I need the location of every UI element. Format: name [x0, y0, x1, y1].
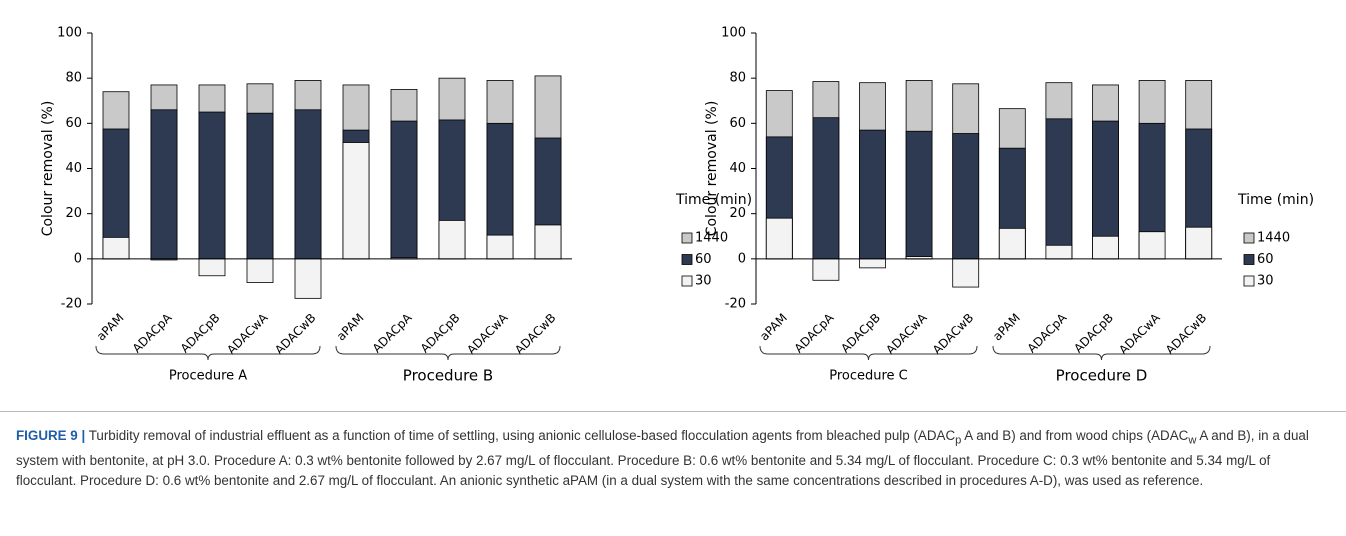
- x-tick-label: aPAM: [757, 311, 790, 344]
- legend-label: 60: [1257, 252, 1274, 267]
- bar: [1092, 235, 1119, 260]
- y-tick-label: 80: [65, 71, 82, 86]
- x-tick-label: aPAM: [94, 311, 127, 344]
- bar: [198, 258, 226, 277]
- bar: [390, 120, 418, 260]
- y-tick-label: 20: [729, 206, 746, 221]
- legend-swatch: [681, 232, 693, 244]
- bar: [952, 133, 980, 260]
- x-tick-label: ADACwA: [883, 310, 930, 357]
- x-tick-label: ADACwA: [224, 310, 271, 357]
- x-tick-label: ADACwB: [272, 311, 318, 357]
- bar: [438, 220, 466, 260]
- group-brace: [759, 345, 978, 361]
- y-tick-label: 60: [729, 116, 746, 131]
- legend-label: 1440: [695, 231, 728, 246]
- legend-label: 30: [695, 274, 712, 289]
- x-tick-label: ADACpB: [178, 311, 223, 356]
- legend-swatch: [1243, 254, 1255, 265]
- y-tick-label: 40: [729, 161, 746, 176]
- bar: [859, 129, 886, 260]
- x-tick-label: ADACwA: [1116, 310, 1163, 357]
- caption: FIGURE 9 | Turbidity removal of industri…: [16, 426, 1334, 490]
- caption-subscript: w: [1188, 434, 1197, 447]
- y-tick-label: 80: [729, 71, 746, 86]
- group-brace: [335, 345, 561, 361]
- x-tick-label: ADACwB: [1163, 311, 1209, 357]
- bar: [1138, 231, 1166, 260]
- legend-swatch: [681, 254, 693, 265]
- x-tick-label: aPAM: [990, 311, 1023, 344]
- caption-subscript: p: [955, 434, 962, 447]
- bar: [534, 224, 562, 260]
- group-label: Procedure B: [403, 367, 493, 385]
- bar: [952, 258, 980, 288]
- caption-text: Turbidity removal of industrial effluent…: [85, 428, 956, 443]
- legend-label: 30: [1257, 274, 1274, 289]
- bar: [1045, 244, 1073, 260]
- legend-title: Time (min): [1237, 192, 1314, 208]
- y-tick-label: 100: [57, 26, 82, 41]
- bar: [765, 217, 793, 260]
- legend-label: 60: [695, 252, 712, 267]
- group-label: Procedure C: [829, 369, 908, 384]
- caption-text: A and B), in a dual system with bentonit…: [16, 428, 1309, 488]
- group-brace: [95, 345, 321, 361]
- legend-swatch: [1243, 232, 1255, 244]
- x-tick-label: ADACpA: [130, 310, 175, 355]
- bar: [486, 234, 514, 260]
- group-label: Procedure D: [1056, 367, 1148, 385]
- bar: [342, 142, 370, 260]
- y-axis-title: Colour removal (%): [704, 101, 720, 237]
- x-tick-label: ADACwB: [512, 311, 558, 357]
- x-tick-label: ADACpA: [792, 310, 837, 355]
- y-tick-label: 0: [74, 251, 82, 266]
- bar: [1185, 226, 1213, 260]
- bar: [294, 109, 322, 260]
- bar: [294, 258, 322, 299]
- caption-text: A and B) and from wood chips (ADAC: [961, 428, 1189, 443]
- legend-title: Time (min): [675, 192, 752, 208]
- legend-swatch: [1243, 275, 1255, 287]
- legend-label: 1440: [1257, 231, 1290, 246]
- bar: [246, 112, 274, 260]
- divider: [0, 411, 1346, 412]
- x-tick-label: ADACpB: [418, 311, 463, 356]
- y-tick-label: 0: [738, 251, 746, 266]
- legend-swatch: [681, 275, 693, 287]
- bar: [150, 109, 178, 260]
- group-label: Procedure A: [169, 369, 247, 384]
- y-tick-label: 40: [65, 161, 82, 176]
- y-tick-label: -20: [61, 297, 82, 312]
- x-tick-label: ADACpA: [370, 310, 415, 355]
- bar: [859, 258, 886, 269]
- x-tick-label: ADACpB: [1071, 311, 1116, 356]
- x-tick-label: aPAM: [334, 311, 367, 344]
- bar: [198, 111, 226, 260]
- y-tick-label: 60: [65, 116, 82, 131]
- bar: [812, 258, 840, 281]
- bar: [905, 130, 933, 260]
- bar: [812, 117, 840, 260]
- bar: [246, 258, 274, 283]
- bar: [998, 227, 1026, 260]
- x-tick-label: ADACwA: [464, 310, 511, 357]
- x-tick-label: ADACpA: [1025, 310, 1070, 355]
- bar: [102, 236, 130, 260]
- y-tick-label: 100: [721, 26, 746, 41]
- caption-label: FIGURE 9 |: [16, 428, 86, 443]
- y-tick-label: 20: [65, 206, 82, 221]
- y-tick-label: -20: [725, 297, 746, 312]
- x-tick-label: ADACwB: [930, 311, 976, 357]
- x-tick-label: ADACpB: [838, 311, 883, 356]
- y-axis-title: Colour removal (%): [40, 101, 56, 237]
- group-brace: [992, 345, 1211, 361]
- bar: [1045, 118, 1073, 260]
